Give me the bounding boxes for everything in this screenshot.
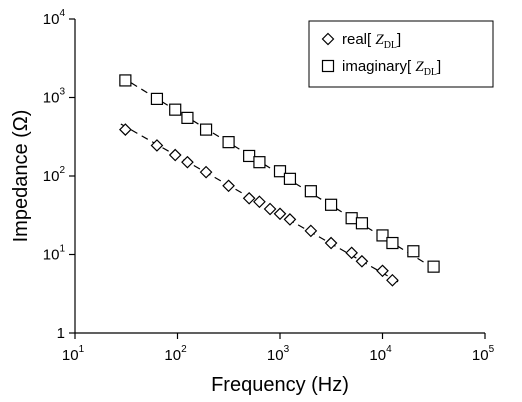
- imaginary-point-8: [273, 165, 287, 178]
- y-tick-base-0: 1: [57, 325, 65, 342]
- real-point-2: [168, 148, 182, 162]
- y-tick-exp-1: 1: [59, 244, 65, 255]
- x-tick-label-3: 104: [369, 344, 392, 364]
- x-tick-label-0: 101: [62, 344, 85, 364]
- imaginary-point-9: [283, 172, 297, 185]
- x-tick-exp-3: 4: [386, 344, 392, 355]
- y-tick-base-4: 10: [43, 11, 60, 28]
- imaginary-point-3: [181, 111, 194, 124]
- imaginary-point-6: [243, 149, 256, 163]
- legend-imaginary-subscript: DL: [424, 67, 437, 78]
- imaginary-point-17: [427, 260, 440, 273]
- legend-real-subscript: DL: [384, 40, 397, 51]
- legend-entries: real[ ZDL]imaginary[ ZDL]: [321, 31, 441, 78]
- legend-box: [308, 20, 494, 88]
- x-tick-exp-2: 3: [284, 344, 290, 355]
- imaginary-point-13: [355, 217, 369, 230]
- legend-imaginary-marker: [321, 59, 335, 73]
- imaginary-point-7: [253, 156, 266, 169]
- x-tick-exp-0: 1: [79, 344, 85, 355]
- real-point-3: [181, 155, 194, 169]
- legend-real-marker: [321, 32, 335, 46]
- x-axis-title: Frequency (Hz): [211, 374, 349, 396]
- x-tick-exp-4: 5: [489, 344, 495, 355]
- real-point-16: [386, 273, 399, 287]
- real-point-8: [263, 202, 277, 216]
- imaginary-point-1: [150, 92, 164, 105]
- y-axis-title: Impedance (Ω): [10, 110, 32, 243]
- legend: real[ ZDL]imaginary[ ZDL]: [308, 20, 494, 88]
- real-point-15: [376, 264, 389, 278]
- real-point-1: [150, 139, 164, 152]
- x-tick-base-3: 10: [369, 347, 386, 364]
- real-point-13: [345, 246, 358, 260]
- real-point-5: [222, 179, 235, 193]
- real-point-7: [253, 195, 266, 209]
- legend-imaginary-symbol: Z: [415, 59, 424, 75]
- x-tick-exp-1: 2: [181, 344, 187, 355]
- y-tick-exp-2: 2: [59, 165, 65, 176]
- y-tick-label-3: 103: [43, 87, 66, 107]
- x-tick-label-1: 102: [164, 344, 187, 364]
- legend-imaginary-prefix: imaginary[: [342, 58, 415, 75]
- imaginary-point-16: [407, 245, 420, 258]
- real-point-4: [199, 165, 213, 179]
- y-tick-base-2: 10: [43, 168, 60, 185]
- y-tick-exp-4: 4: [59, 8, 65, 19]
- imaginary-point-15: [386, 236, 399, 250]
- x-tick-base-1: 10: [164, 347, 181, 364]
- imaginary-point-12: [345, 212, 358, 225]
- legend-real-label: real[ ZDL]: [342, 31, 401, 51]
- x-tick-base-2: 10: [267, 347, 284, 364]
- legend-imaginary-suffix: ]: [437, 58, 441, 75]
- x-tick-base-0: 10: [62, 347, 79, 364]
- y-tick-label-0: 1: [57, 325, 65, 342]
- real-point-11: [304, 224, 318, 238]
- markers: [119, 74, 440, 287]
- y-tick-label-2: 102: [43, 165, 66, 185]
- y-tick-base-1: 10: [43, 247, 60, 264]
- y-tick-label-4: 104: [43, 8, 66, 28]
- imaginary-point-14: [376, 229, 389, 242]
- legend-real-prefix: real[: [342, 31, 375, 48]
- real-point-0: [119, 123, 132, 136]
- imaginary-point-11: [324, 198, 338, 211]
- real-point-9: [273, 207, 287, 221]
- fit-lines: [120, 76, 438, 285]
- real-point-6: [242, 191, 256, 205]
- x-tick-label-4: 105: [472, 344, 495, 364]
- legend-real-suffix: ]: [397, 31, 401, 48]
- imaginary-point-2: [169, 103, 182, 116]
- imaginary-point-10: [304, 185, 317, 198]
- legend-imaginary-label: imaginary[ ZDL]: [342, 58, 441, 78]
- imaginary-point-4: [199, 123, 213, 136]
- y-tick-base-3: 10: [43, 90, 60, 107]
- y-tick-label-1: 101: [43, 244, 66, 264]
- y-tick-exp-3: 3: [59, 87, 65, 98]
- imaginary-point-5: [222, 136, 235, 149]
- real-point-14: [355, 254, 369, 268]
- x-tick-base-4: 10: [472, 347, 489, 364]
- x-tick-label-2: 103: [267, 344, 290, 364]
- imaginary-point-0: [119, 74, 132, 87]
- real-point-12: [324, 236, 338, 250]
- legend-real-symbol: Z: [375, 32, 384, 48]
- real-point-10: [283, 213, 297, 226]
